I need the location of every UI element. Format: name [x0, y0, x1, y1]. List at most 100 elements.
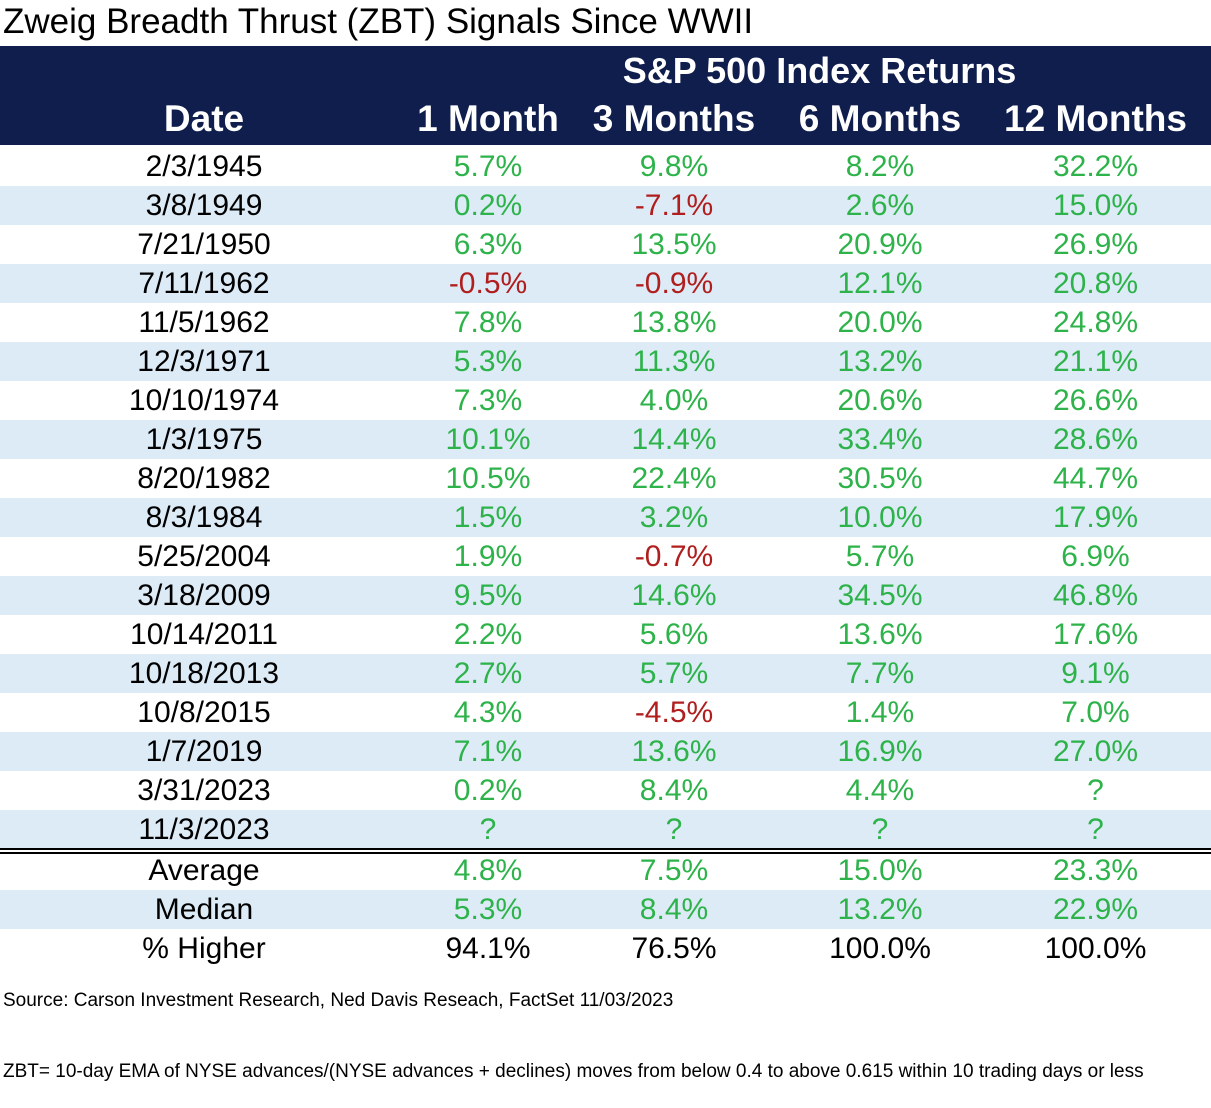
summary-table: Average 4.8% 7.5% 15.0% 23.3% Median 5.3% 8.4% 1… — [0, 851, 1211, 968]
return-cell: 28.6% — [980, 420, 1211, 459]
table-row: 1/7/2019 7.1% 13.6% 16.9% 27.0% — [0, 732, 1211, 771]
return-cell: 27.0% — [980, 732, 1211, 771]
return-cell: 7.0% — [1061, 695, 1130, 729]
table-row: 12/3/1971 5.3% 11.3% 13.2% 21.1% — [0, 342, 1211, 381]
table-separator-top — [0, 848, 1211, 850]
table-row: 3/31/2023 0.2% 8.4% 4.4%? — [0, 771, 1211, 810]
signals-table: 2/3/1945 5.7% 9.8% 8.2% 32.2% 3/8/1949 0.2% -7.… — [0, 147, 1211, 849]
return-cell: 30.5% — [837, 461, 923, 495]
table-row: 7/21/1950 6.3% 13.5% 20.9% 26.9% — [0, 225, 1211, 264]
return-cell: 2.7% — [408, 654, 568, 693]
table-row: 1/3/1975 10.1% 14.4% 33.4% 28.6% — [0, 420, 1211, 459]
return-cell: ? — [568, 810, 780, 849]
return-cell: 3.2% — [568, 498, 780, 537]
return-cell: -0.7% — [634, 539, 714, 573]
summary-label: Median — [0, 890, 408, 929]
summary-value: 100.0% — [829, 931, 931, 965]
return-cell: -4.5% — [634, 695, 714, 729]
summary-value: 5.3% — [408, 890, 568, 929]
return-cell: 0.2% — [408, 186, 568, 225]
return-cell: 17.6% — [1052, 617, 1139, 651]
table-row: 11/5/1962 7.8% 13.8% 20.0% 24.8% — [0, 303, 1211, 342]
return-cell: 16.9% — [780, 732, 980, 771]
return-cell: 20.0% — [837, 305, 923, 339]
return-cell: 5.3% — [408, 342, 568, 381]
summary-row: Average 4.8% 7.5% 15.0% 23.3% — [0, 851, 1211, 890]
return-cell: -0.9% — [568, 264, 780, 303]
date-cell: 1/7/2019 — [0, 732, 408, 771]
table-row: 10/10/1974 7.3% 4.0% 20.6% 26.6% — [0, 381, 1211, 420]
return-cell: 10.1% — [408, 420, 568, 459]
return-cell: 7.8% — [453, 305, 523, 339]
table-row: 8/3/1984 1.5% 3.2% 10.0% 17.9% — [0, 498, 1211, 537]
return-cell: -7.1% — [568, 186, 780, 225]
summary-value: 8.4% — [568, 890, 780, 929]
return-cell: 9.8% — [639, 149, 709, 183]
summary-value: 13.2% — [780, 890, 980, 929]
return-cell: 13.6% — [568, 732, 780, 771]
date-cell: 8/20/1982 — [137, 461, 271, 495]
column-header-1-month: 1 Month — [417, 98, 559, 139]
return-cell: 8.4% — [639, 773, 709, 807]
return-cell: 2.6% — [780, 186, 980, 225]
date-cell: 2/3/1945 — [145, 149, 263, 183]
return-cell: 7.1% — [408, 732, 568, 771]
return-cell: 5.7% — [568, 654, 780, 693]
date-cell: 3/31/2023 — [137, 773, 271, 807]
column-header-6-months: 6 Months — [798, 98, 962, 139]
return-cell: 15.0% — [980, 186, 1211, 225]
table-row: 3/8/1949 0.2% -7.1% 2.6% 15.0% — [0, 186, 1211, 225]
return-cell: 14.4% — [568, 420, 780, 459]
table-row: 7/11/1962 -0.5% -0.9% 12.1% 20.8% — [0, 264, 1211, 303]
return-cell: 33.4% — [780, 420, 980, 459]
return-cell: 5.6% — [639, 617, 709, 651]
return-cell: 26.9% — [1052, 227, 1139, 261]
date-cell: 8/3/1984 — [0, 498, 408, 537]
return-cell: ? — [408, 810, 568, 849]
summary-row: % Higher 94.1% 76.5% 100.0% 100.0% — [0, 929, 1211, 968]
summary-value: 15.0% — [837, 853, 923, 887]
date-cell: 10/18/2013 — [0, 654, 408, 693]
date-cell: 10/10/1974 — [128, 383, 280, 417]
date-cell: 10/14/2011 — [130, 617, 278, 651]
table-row: 11/3/2023???? — [0, 810, 1211, 849]
summary-value: 100.0% — [1044, 931, 1147, 965]
definition-note: ZBT= 10-day EMA of NYSE advances/(NYSE a… — [3, 1061, 1144, 1082]
table-row: 8/20/1982 10.5% 22.4% 30.5% 44.7% — [0, 459, 1211, 498]
return-cell: 6.3% — [453, 227, 523, 261]
return-cell: 1.4% — [845, 695, 915, 729]
table-row: 5/25/2004 1.9% -0.7% 5.7% 6.9% — [0, 537, 1211, 576]
table-row: 10/14/2011 2.2% 5.6% 13.6% 17.6% — [0, 615, 1211, 654]
return-cell: 7.3% — [453, 383, 523, 417]
return-cell: 22.4% — [631, 461, 717, 495]
return-cell: 1.9% — [453, 539, 523, 573]
return-cell: 4.0% — [639, 383, 709, 417]
return-cell: 7.7% — [780, 654, 980, 693]
date-cell: 12/3/1971 — [0, 342, 408, 381]
return-cell: ? — [780, 810, 980, 849]
return-cell: 11.3% — [568, 342, 780, 381]
return-cell: 17.9% — [980, 498, 1211, 537]
table-separator-bottom — [0, 852, 1211, 854]
return-cell: 10.0% — [780, 498, 980, 537]
date-cell: 10/8/2015 — [137, 695, 271, 729]
column-header-3-months: 3 Months — [592, 98, 756, 139]
return-cell: 44.7% — [1052, 461, 1139, 495]
return-cell: ? — [1087, 773, 1104, 807]
return-cell: 13.5% — [631, 227, 717, 261]
table-row: 10/18/2013 2.7% 5.7% 7.7% 9.1% — [0, 654, 1211, 693]
summary-value: 22.9% — [980, 890, 1211, 929]
summary-label: Average — [148, 853, 260, 887]
date-cell: 11/3/2023 — [0, 810, 408, 849]
return-cell: 4.4% — [845, 773, 915, 807]
date-cell: 1/3/1975 — [0, 420, 408, 459]
summary-label: % Higher — [142, 931, 266, 965]
return-cell: -0.5% — [408, 264, 568, 303]
return-cell: 13.6% — [837, 617, 923, 651]
table-row: 3/18/2009 9.5% 14.6% 34.5% 46.8% — [0, 576, 1211, 615]
column-header-12-months: 12 Months — [1004, 98, 1187, 139]
return-cell: 9.5% — [408, 576, 568, 615]
return-cell: 5.7% — [453, 149, 523, 183]
summary-value: 76.5% — [631, 931, 717, 965]
return-cell: 2.2% — [453, 617, 523, 651]
